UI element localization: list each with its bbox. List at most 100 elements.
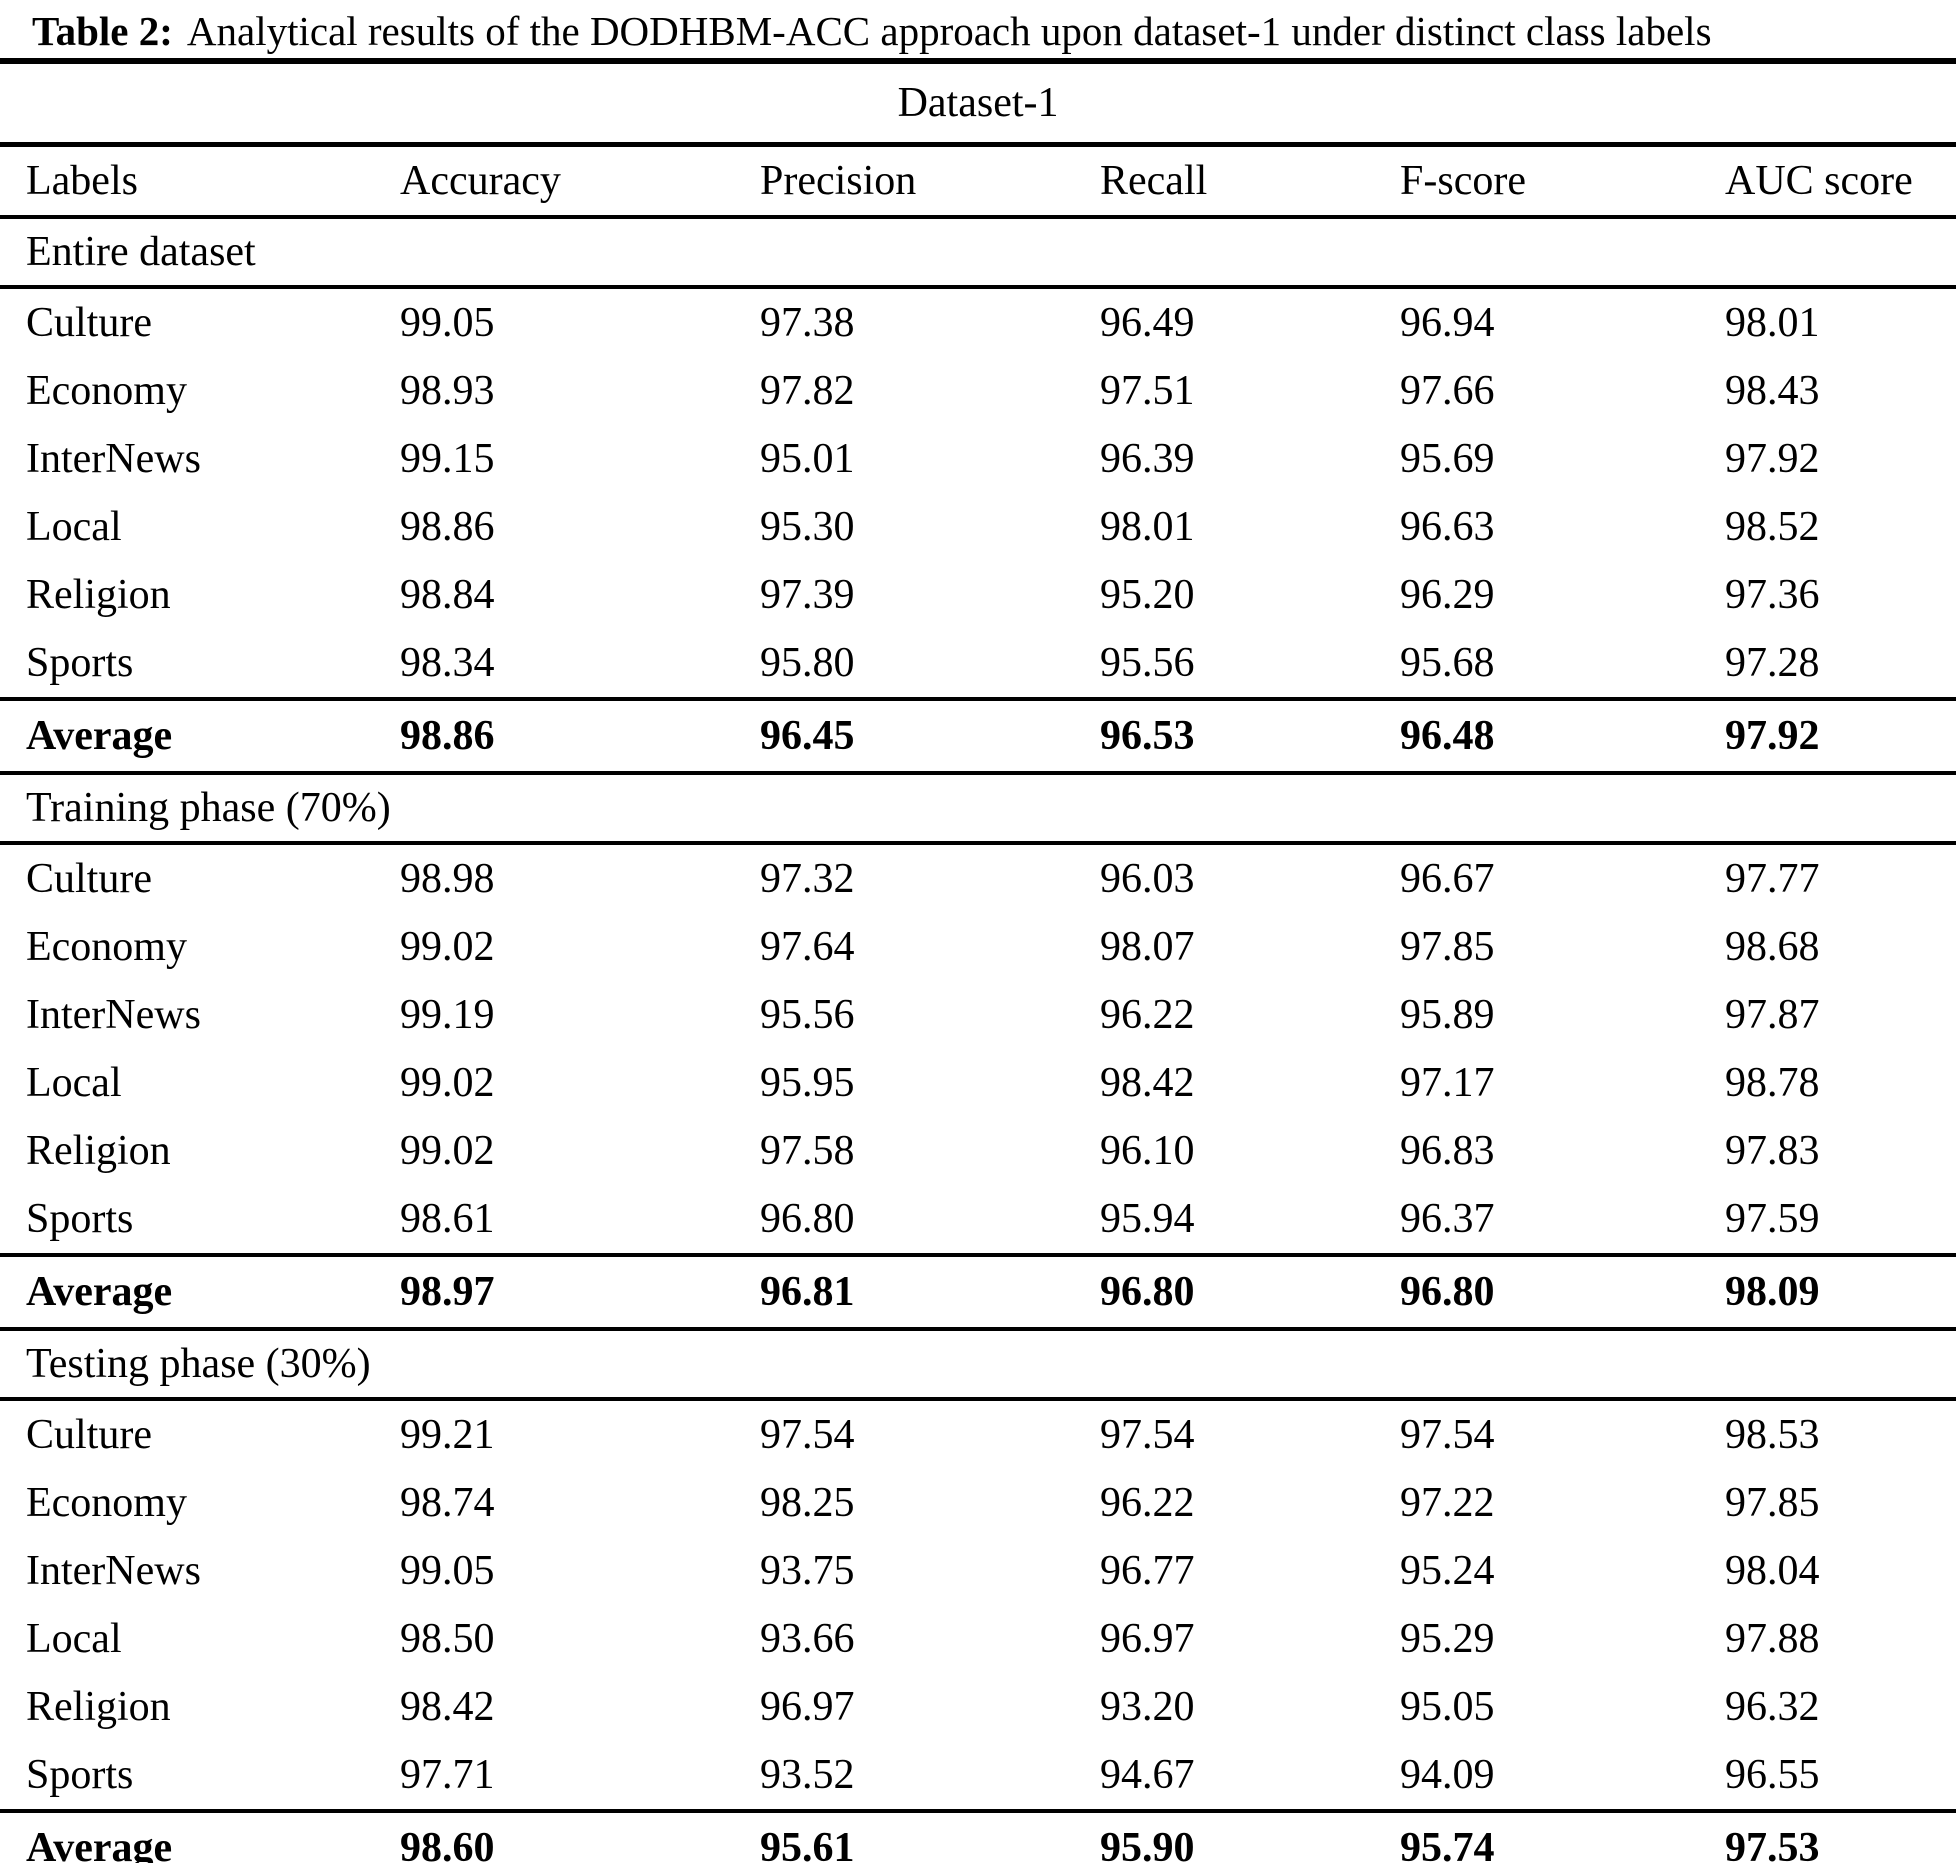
metric-cell: 97.53 <box>1725 1809 1956 1863</box>
metric-cell: 98.60 <box>400 1809 760 1863</box>
row-label: InterNews <box>26 1548 201 1594</box>
metric-cell: 96.37 <box>1400 1196 1495 1242</box>
table-row: InterNews 99.19 95.56 96.22 95.89 97.87 <box>0 981 1956 1049</box>
metric-cell: 93.66 <box>760 1616 855 1662</box>
table-row: Religion 98.84 97.39 95.20 96.29 97.36 <box>0 561 1956 629</box>
metric-cell: 98.04 <box>1725 1548 1820 1594</box>
metric-cell: 94.67 <box>1100 1752 1195 1798</box>
row-label: Sports <box>26 1196 134 1242</box>
average-row: Average 98.97 96.81 96.80 96.80 98.09 <box>0 1253 1956 1331</box>
metric-cell: 93.20 <box>1100 1684 1195 1730</box>
metric-cell: 97.77 <box>1725 856 1820 902</box>
metric-cell: 99.05 <box>400 1548 495 1594</box>
table-row: Local 98.86 95.30 98.01 96.63 98.52 <box>0 493 1956 561</box>
average-row: Average 98.60 95.61 95.90 95.74 97.53 <box>0 1809 1956 1863</box>
row-label: Religion <box>26 572 171 618</box>
table-row: Economy 99.02 97.64 98.07 97.85 98.68 <box>0 913 1956 981</box>
metric-cell: 96.80 <box>760 1196 855 1242</box>
dataset-title: Dataset-1 <box>0 61 1956 147</box>
table-row: Sports 98.34 95.80 95.56 95.68 97.28 <box>0 629 1956 699</box>
section-title: Entire dataset <box>0 217 1956 289</box>
metric-cell: 98.86 <box>400 697 760 775</box>
row-label: Economy <box>26 924 187 970</box>
metric-cell: 97.71 <box>400 1752 495 1798</box>
metric-cell: 98.78 <box>1725 1060 1820 1106</box>
row-label: InterNews <box>26 436 201 482</box>
metric-cell: 96.45 <box>760 697 1100 775</box>
table-row: Culture 98.98 97.32 96.03 96.67 97.77 <box>0 843 1956 913</box>
metric-cell: 99.21 <box>400 1412 495 1458</box>
table-row: InterNews 99.05 93.75 96.77 95.24 98.04 <box>0 1537 1956 1605</box>
metric-cell: 95.74 <box>1400 1809 1725 1863</box>
metric-cell: 95.29 <box>1400 1616 1495 1662</box>
metric-cell: 96.97 <box>1100 1616 1195 1662</box>
metric-cell: 94.09 <box>1400 1752 1495 1798</box>
metric-cell: 99.02 <box>400 1060 495 1106</box>
row-label: Economy <box>26 368 187 414</box>
metric-cell: 95.05 <box>1400 1684 1495 1730</box>
metric-cell: 97.38 <box>760 300 855 346</box>
metric-cell: 96.67 <box>1400 856 1495 902</box>
metric-cell: 97.59 <box>1725 1196 1820 1242</box>
row-label: Average <box>0 1809 400 1863</box>
dataset-header-row: Dataset-1 <box>0 61 1956 147</box>
metric-cell: 95.90 <box>1100 1809 1400 1863</box>
metric-cell: 98.52 <box>1725 504 1820 550</box>
metric-cell: 97.92 <box>1725 436 1820 482</box>
metric-cell: 99.02 <box>400 924 495 970</box>
caption-label: Table 2: <box>32 8 173 54</box>
metric-cell: 96.32 <box>1725 1684 1820 1730</box>
metric-cell: 97.66 <box>1400 368 1495 414</box>
metric-cell: 97.85 <box>1725 1480 1820 1526</box>
column-header-fscore: F-score <box>1400 144 1725 219</box>
metric-cell: 96.39 <box>1100 436 1195 482</box>
metric-cell: 95.94 <box>1100 1196 1195 1242</box>
row-label: Culture <box>26 1412 152 1458</box>
metric-cell: 93.75 <box>760 1548 855 1594</box>
metric-cell: 96.81 <box>760 1253 1100 1331</box>
metric-cell: 95.89 <box>1400 992 1495 1038</box>
column-header-precision: Precision <box>760 144 1100 219</box>
metric-cell: 98.86 <box>400 504 495 550</box>
metric-cell: 96.22 <box>1100 992 1195 1038</box>
metric-cell: 96.83 <box>1400 1128 1495 1174</box>
metric-cell: 95.56 <box>1100 640 1195 686</box>
metric-cell: 97.87 <box>1725 992 1820 1038</box>
metric-cell: 98.61 <box>400 1196 495 1242</box>
metric-cell: 98.43 <box>1725 368 1820 414</box>
metric-cell: 95.20 <box>1100 572 1195 618</box>
row-label: Culture <box>26 856 152 902</box>
table-row: Religion 98.42 96.97 93.20 95.05 96.32 <box>0 1673 1956 1741</box>
row-label: Sports <box>26 1752 134 1798</box>
metric-cell: 99.19 <box>400 992 495 1038</box>
metric-cell: 95.69 <box>1400 436 1495 482</box>
metric-cell: 98.09 <box>1725 1253 1956 1331</box>
metric-cell: 97.88 <box>1725 1616 1820 1662</box>
metric-cell: 96.10 <box>1100 1128 1195 1174</box>
metric-cell: 97.36 <box>1725 572 1820 618</box>
metric-cell: 97.82 <box>760 368 855 414</box>
metric-cell: 96.80 <box>1100 1253 1400 1331</box>
table-row: Economy 98.74 98.25 96.22 97.22 97.85 <box>0 1469 1956 1537</box>
row-label: Culture <box>26 300 152 346</box>
row-label: Religion <box>26 1128 171 1174</box>
metric-cell: 96.29 <box>1400 572 1495 618</box>
average-row: Average 98.86 96.45 96.53 96.48 97.92 <box>0 697 1956 775</box>
row-label: Local <box>26 1616 122 1662</box>
metric-cell: 98.50 <box>400 1616 495 1662</box>
metric-cell: 96.80 <box>1400 1253 1725 1331</box>
metric-cell: 97.32 <box>760 856 855 902</box>
metric-cell: 97.85 <box>1400 924 1495 970</box>
metric-cell: 95.24 <box>1400 1548 1495 1594</box>
metric-cell: 97.54 <box>1400 1412 1495 1458</box>
column-header-row: Labels Accuracy Precision Recall F-score… <box>0 144 1956 219</box>
section-header-row: Training phase (70%) <box>0 773 1956 845</box>
metric-cell: 96.49 <box>1100 300 1195 346</box>
metric-cell: 98.25 <box>760 1480 855 1526</box>
metric-cell: 98.98 <box>400 856 495 902</box>
metric-cell: 96.03 <box>1100 856 1195 902</box>
metric-cell: 97.22 <box>1400 1480 1495 1526</box>
metric-cell: 98.42 <box>1100 1060 1195 1106</box>
section-header-row: Entire dataset <box>0 217 1956 289</box>
metric-cell: 99.15 <box>400 436 495 482</box>
